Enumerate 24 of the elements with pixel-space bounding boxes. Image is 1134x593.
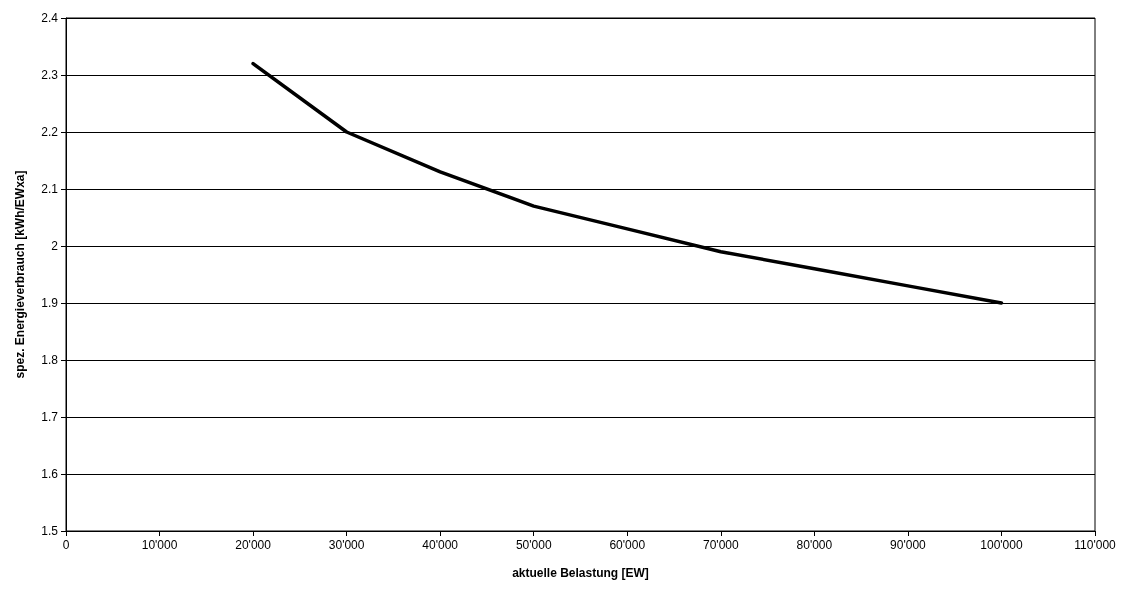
x-tick-label: 50'000: [515, 538, 552, 552]
y-tick-label: 1.6: [41, 467, 59, 481]
x-tick-label: 0: [62, 538, 70, 552]
x-axis-title: aktuelle Belastung [EW]: [512, 566, 649, 580]
y-tick-label: 1.8: [41, 353, 59, 367]
y-axis-title: spez. Energieverbrauch [kWh/EWxa]: [13, 170, 27, 379]
x-tick-label: 100'000: [980, 538, 1023, 552]
x-tick-label: 90'000: [890, 538, 927, 552]
x-tick-label: 10'000: [141, 538, 178, 552]
y-tick-label: 2: [51, 239, 59, 253]
x-tick-label: 110'000: [1074, 538, 1117, 552]
y-tick-label: 2.3: [41, 68, 59, 82]
x-tick-label: 40'000: [422, 538, 459, 552]
y-tick-label: 2.1: [41, 182, 59, 196]
y-tick-label: 1.5: [41, 524, 59, 538]
y-tick-label: 2.4: [41, 11, 59, 25]
x-tick-label: 70'000: [702, 538, 739, 552]
y-tick-label: 2.2: [41, 125, 59, 139]
x-tick-label: 30'000: [328, 538, 365, 552]
x-tick-label: 80'000: [796, 538, 833, 552]
y-tick-label: 1.7: [41, 410, 59, 424]
x-tick-label: 60'000: [609, 538, 646, 552]
x-tick-label: 20'000: [235, 538, 272, 552]
y-tick-label: 1.9: [41, 296, 59, 310]
